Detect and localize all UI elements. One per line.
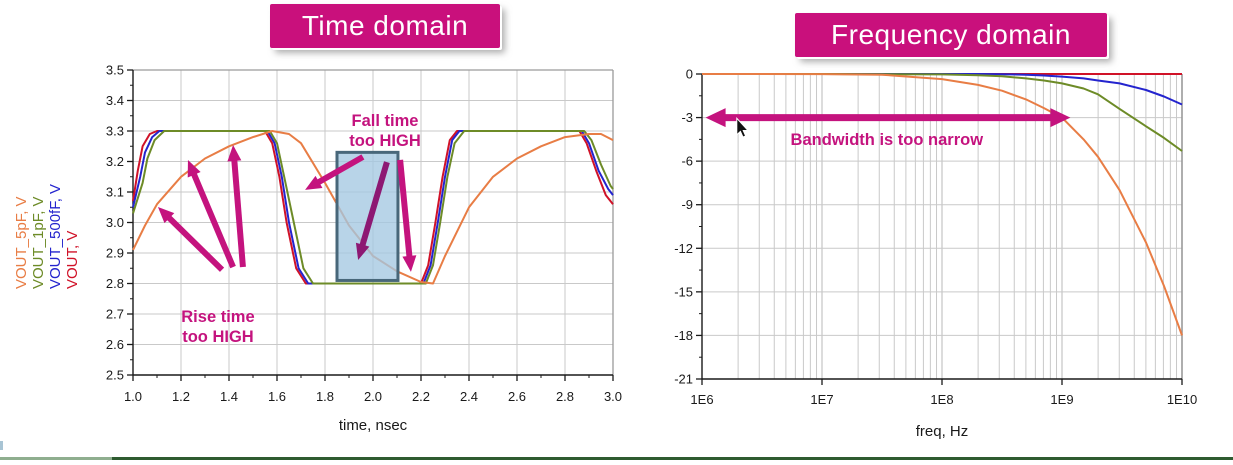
time-domain-title: Time domain — [270, 4, 500, 48]
y-tick-label: 2.7 — [106, 307, 124, 322]
bandwidth-arrow — [705, 108, 1071, 128]
callout-arrow — [157, 206, 225, 272]
y-tick-label: 3.4 — [106, 93, 124, 108]
x-tick-label: 1E10 — [1167, 392, 1197, 407]
arrow-head — [402, 255, 417, 272]
y-tick-label: -3 — [681, 110, 693, 125]
bandwidth-label: Bandwidth is too narrow — [791, 131, 984, 149]
callout-arrow — [187, 159, 236, 269]
x-tick-label: 1E6 — [690, 392, 713, 407]
x-tick-label: 1.6 — [268, 389, 286, 404]
x-tick-label: 1E9 — [1050, 392, 1073, 407]
footer-divider-line — [0, 457, 1233, 460]
y-tick-label: 3.2 — [106, 154, 124, 169]
arrow-head — [705, 108, 726, 128]
freq-axis-title: freq, Hz — [916, 423, 969, 440]
y-tick-label: 2.9 — [106, 246, 124, 261]
arrow-head — [227, 145, 242, 162]
rise-time-label: Rise time too HIGH — [181, 308, 254, 346]
x-tick-label: 1E7 — [810, 392, 833, 407]
y-tick-label: 3.3 — [106, 124, 124, 139]
arrow-head — [187, 159, 201, 178]
callout-arrow — [305, 154, 365, 190]
x-tick-label: 2.8 — [556, 389, 574, 404]
trace-axis-label: VOUT_5pF, V — [13, 196, 30, 289]
y-tick-label: 3.1 — [106, 185, 124, 200]
x-tick-label: 2.0 — [364, 389, 382, 404]
y-tick-label: 2.5 — [106, 368, 124, 383]
x-tick-label: 3.0 — [604, 389, 622, 404]
arrow-head — [157, 206, 175, 224]
frequency-domain-title: Frequency domain — [795, 13, 1107, 57]
trace-axis-label: VOUT_500fF, V — [47, 184, 64, 289]
time-axis-title: time, nsec — [339, 417, 408, 434]
time-domain-chart: 2.5 2.6 2.7 2.8 2.9 3.0 3.1 3.2 3.3 3.4 3.5 1.0 1.2 1… — [13, 63, 622, 435]
series-VOUT_1pF-V — [702, 73, 1183, 152]
frequency-domain-chart: 0 -3 -6 -9 -12 -15 -18 -21 1E6 1E7 1E8 1E9 1E10 freq,… — [674, 67, 1197, 441]
trace-axis-label: VOUT_1pF, V — [30, 196, 47, 289]
arrow-head — [355, 242, 370, 261]
y-tick-label: -12 — [674, 241, 693, 256]
edge-artifact-mark — [0, 441, 3, 450]
callout-arrow — [227, 145, 246, 268]
x-tick-label: 1.0 — [124, 389, 142, 404]
x-tick-label: 1.4 — [220, 389, 238, 404]
callout-arrow — [397, 159, 417, 272]
y-tick-label: 3.0 — [106, 215, 124, 230]
x-tick-label: 1.2 — [172, 389, 190, 404]
y-tick-label: 2.6 — [106, 337, 124, 352]
arrow-head — [1050, 108, 1071, 128]
y-tick-label: 2.8 — [106, 276, 124, 291]
y-tick-label: 3.5 — [106, 63, 124, 78]
footer-divider-left-segment — [0, 457, 112, 460]
y-tick-label: -9 — [681, 197, 693, 212]
y-tick-label: 0 — [686, 67, 693, 82]
fall-time-label: Fall time too HIGH — [349, 112, 421, 150]
y-tick-label: -21 — [674, 372, 693, 387]
mouse-pointer-icon — [736, 117, 750, 138]
x-tick-label: 1.8 — [316, 389, 334, 404]
highlight-box — [335, 150, 400, 282]
y-tick-label: -6 — [681, 154, 693, 169]
x-tick-label: 2.6 — [508, 389, 526, 404]
series-VOUT_5pF-V — [701, 73, 1183, 336]
callout-arrow — [355, 161, 390, 261]
y-tick-label: -15 — [674, 284, 693, 299]
x-tick-label: 2.4 — [460, 389, 478, 404]
series-VOUT_1pF-V — [132, 130, 614, 285]
x-tick-label: 1E8 — [930, 392, 953, 407]
arrow-head — [305, 175, 323, 190]
y-tick-label: -18 — [674, 328, 693, 343]
x-tick-label: 2.2 — [412, 389, 430, 404]
trace-axis-label: VOUT, V — [64, 231, 81, 289]
